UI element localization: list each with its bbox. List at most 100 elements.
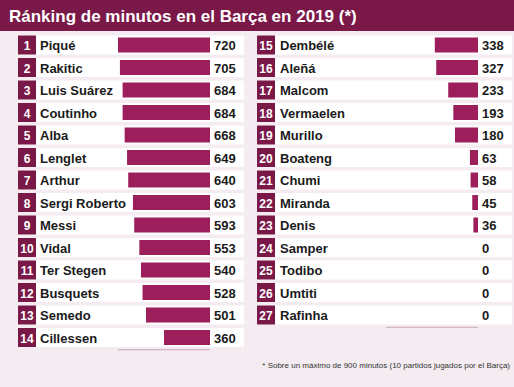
rank-box bbox=[18, 283, 36, 302]
footnote: * Sobre un máximo de 900 minutos (10 par… bbox=[262, 361, 510, 370]
rank-label: 8 bbox=[24, 197, 31, 211]
data-label: 593 bbox=[214, 218, 236, 233]
rank-label: 17 bbox=[259, 84, 273, 98]
category-labels: PiquéRakiticLuis SuárezCoutinhoAlbaLengl… bbox=[40, 38, 126, 346]
rank-label: 19 bbox=[259, 129, 273, 143]
category-label: Samper bbox=[280, 241, 328, 256]
category-label: Rakitic bbox=[40, 61, 83, 76]
category-label: Vidal bbox=[40, 241, 71, 256]
data-label: 684 bbox=[214, 83, 236, 98]
rank-label: 13 bbox=[20, 309, 34, 323]
title: Ránking de minutos en el Barça en 2019 (… bbox=[9, 7, 357, 26]
rank-label: 24 bbox=[259, 242, 273, 256]
data-label: 45 bbox=[482, 196, 496, 211]
background bbox=[0, 0, 514, 387]
bar bbox=[478, 263, 479, 278]
rank-box bbox=[18, 103, 36, 122]
row-background bbox=[257, 283, 512, 302]
row-background bbox=[257, 58, 512, 77]
rank-labels: 1234567891011121314 bbox=[20, 39, 34, 346]
bars bbox=[435, 38, 478, 233]
bar bbox=[127, 150, 210, 165]
rank-boxes bbox=[18, 36, 36, 348]
category-label: Rafinha bbox=[280, 308, 328, 323]
bar bbox=[123, 83, 210, 98]
rank-box bbox=[257, 306, 275, 325]
category-label: Boateng bbox=[280, 151, 332, 166]
chart: Ránking de minutos en el Barça en 2019 (… bbox=[0, 0, 514, 387]
row-backgrounds bbox=[18, 36, 244, 348]
data-label: 501 bbox=[214, 308, 236, 323]
rank-box bbox=[257, 171, 275, 190]
rank-box bbox=[257, 261, 275, 280]
row-background bbox=[257, 126, 512, 145]
category-label: Cillessen bbox=[40, 331, 97, 346]
category-label: Piqué bbox=[40, 38, 75, 53]
bar bbox=[471, 173, 478, 188]
data-label: 553 bbox=[214, 241, 236, 256]
bar bbox=[139, 240, 210, 255]
rank-box bbox=[18, 193, 36, 212]
row-background bbox=[257, 306, 512, 325]
row-background bbox=[18, 261, 244, 280]
rank-label: 12 bbox=[20, 287, 34, 301]
rank-labels: 15161718192021222324252627 bbox=[259, 39, 273, 323]
data-labels: 338327233193180635845360000 bbox=[482, 38, 504, 323]
rank-label: 9 bbox=[24, 219, 31, 233]
data-label: 0 bbox=[482, 286, 489, 301]
rank-label: 18 bbox=[259, 107, 273, 121]
rank-label: 26 bbox=[259, 287, 273, 301]
header-band bbox=[0, 0, 514, 31]
bar bbox=[478, 285, 479, 300]
category-label: Sergi Roberto bbox=[40, 196, 126, 211]
rank-box bbox=[18, 216, 36, 235]
rank-label: 4 bbox=[24, 107, 31, 121]
data-label: 603 bbox=[214, 196, 236, 211]
row-background bbox=[18, 306, 244, 325]
row-background bbox=[18, 148, 244, 167]
data-label: 684 bbox=[214, 106, 236, 121]
row-background bbox=[257, 193, 512, 212]
rank-box bbox=[257, 103, 275, 122]
category-labels: DembéléAleñáMalcomVermaelenMurilloBoaten… bbox=[280, 38, 345, 323]
bars bbox=[118, 38, 210, 346]
rank-label: 16 bbox=[259, 62, 273, 76]
row-background bbox=[18, 103, 244, 122]
rank-label: 15 bbox=[259, 39, 273, 53]
bar bbox=[125, 128, 210, 143]
data-label: 528 bbox=[214, 286, 236, 301]
rank-box bbox=[18, 58, 36, 77]
rank-label: 20 bbox=[259, 152, 273, 166]
data-labels: 7207056846846686496406035935535405285013… bbox=[214, 38, 236, 346]
bar bbox=[134, 218, 210, 233]
category-label: Aleñá bbox=[280, 61, 316, 76]
bar bbox=[478, 240, 479, 255]
rank-box bbox=[18, 81, 36, 100]
data-label: 0 bbox=[482, 308, 489, 323]
category-label: Murillo bbox=[280, 128, 323, 143]
bar bbox=[472, 195, 478, 210]
data-label: 338 bbox=[482, 38, 504, 53]
bar bbox=[164, 330, 210, 345]
bar bbox=[120, 60, 210, 75]
row-background bbox=[18, 126, 244, 145]
category-label: Luis Suárez bbox=[40, 83, 113, 98]
row-background bbox=[257, 103, 512, 122]
category-label: Denis bbox=[280, 218, 315, 233]
data-label: 0 bbox=[482, 241, 489, 256]
rank-box bbox=[18, 328, 36, 347]
rank-label: 22 bbox=[259, 197, 273, 211]
data-label: 640 bbox=[214, 173, 236, 188]
category-label: Busquets bbox=[40, 286, 99, 301]
row-background bbox=[18, 193, 244, 212]
bar bbox=[478, 308, 479, 323]
data-label: 233 bbox=[482, 83, 504, 98]
rank-label: 5 bbox=[24, 129, 31, 143]
rank-box bbox=[257, 126, 275, 145]
rank-box bbox=[18, 36, 36, 55]
category-label: Alba bbox=[40, 128, 69, 143]
data-label: 58 bbox=[482, 173, 496, 188]
rank-box bbox=[18, 261, 36, 280]
row-background bbox=[18, 238, 244, 257]
rank-label: 23 bbox=[259, 219, 273, 233]
